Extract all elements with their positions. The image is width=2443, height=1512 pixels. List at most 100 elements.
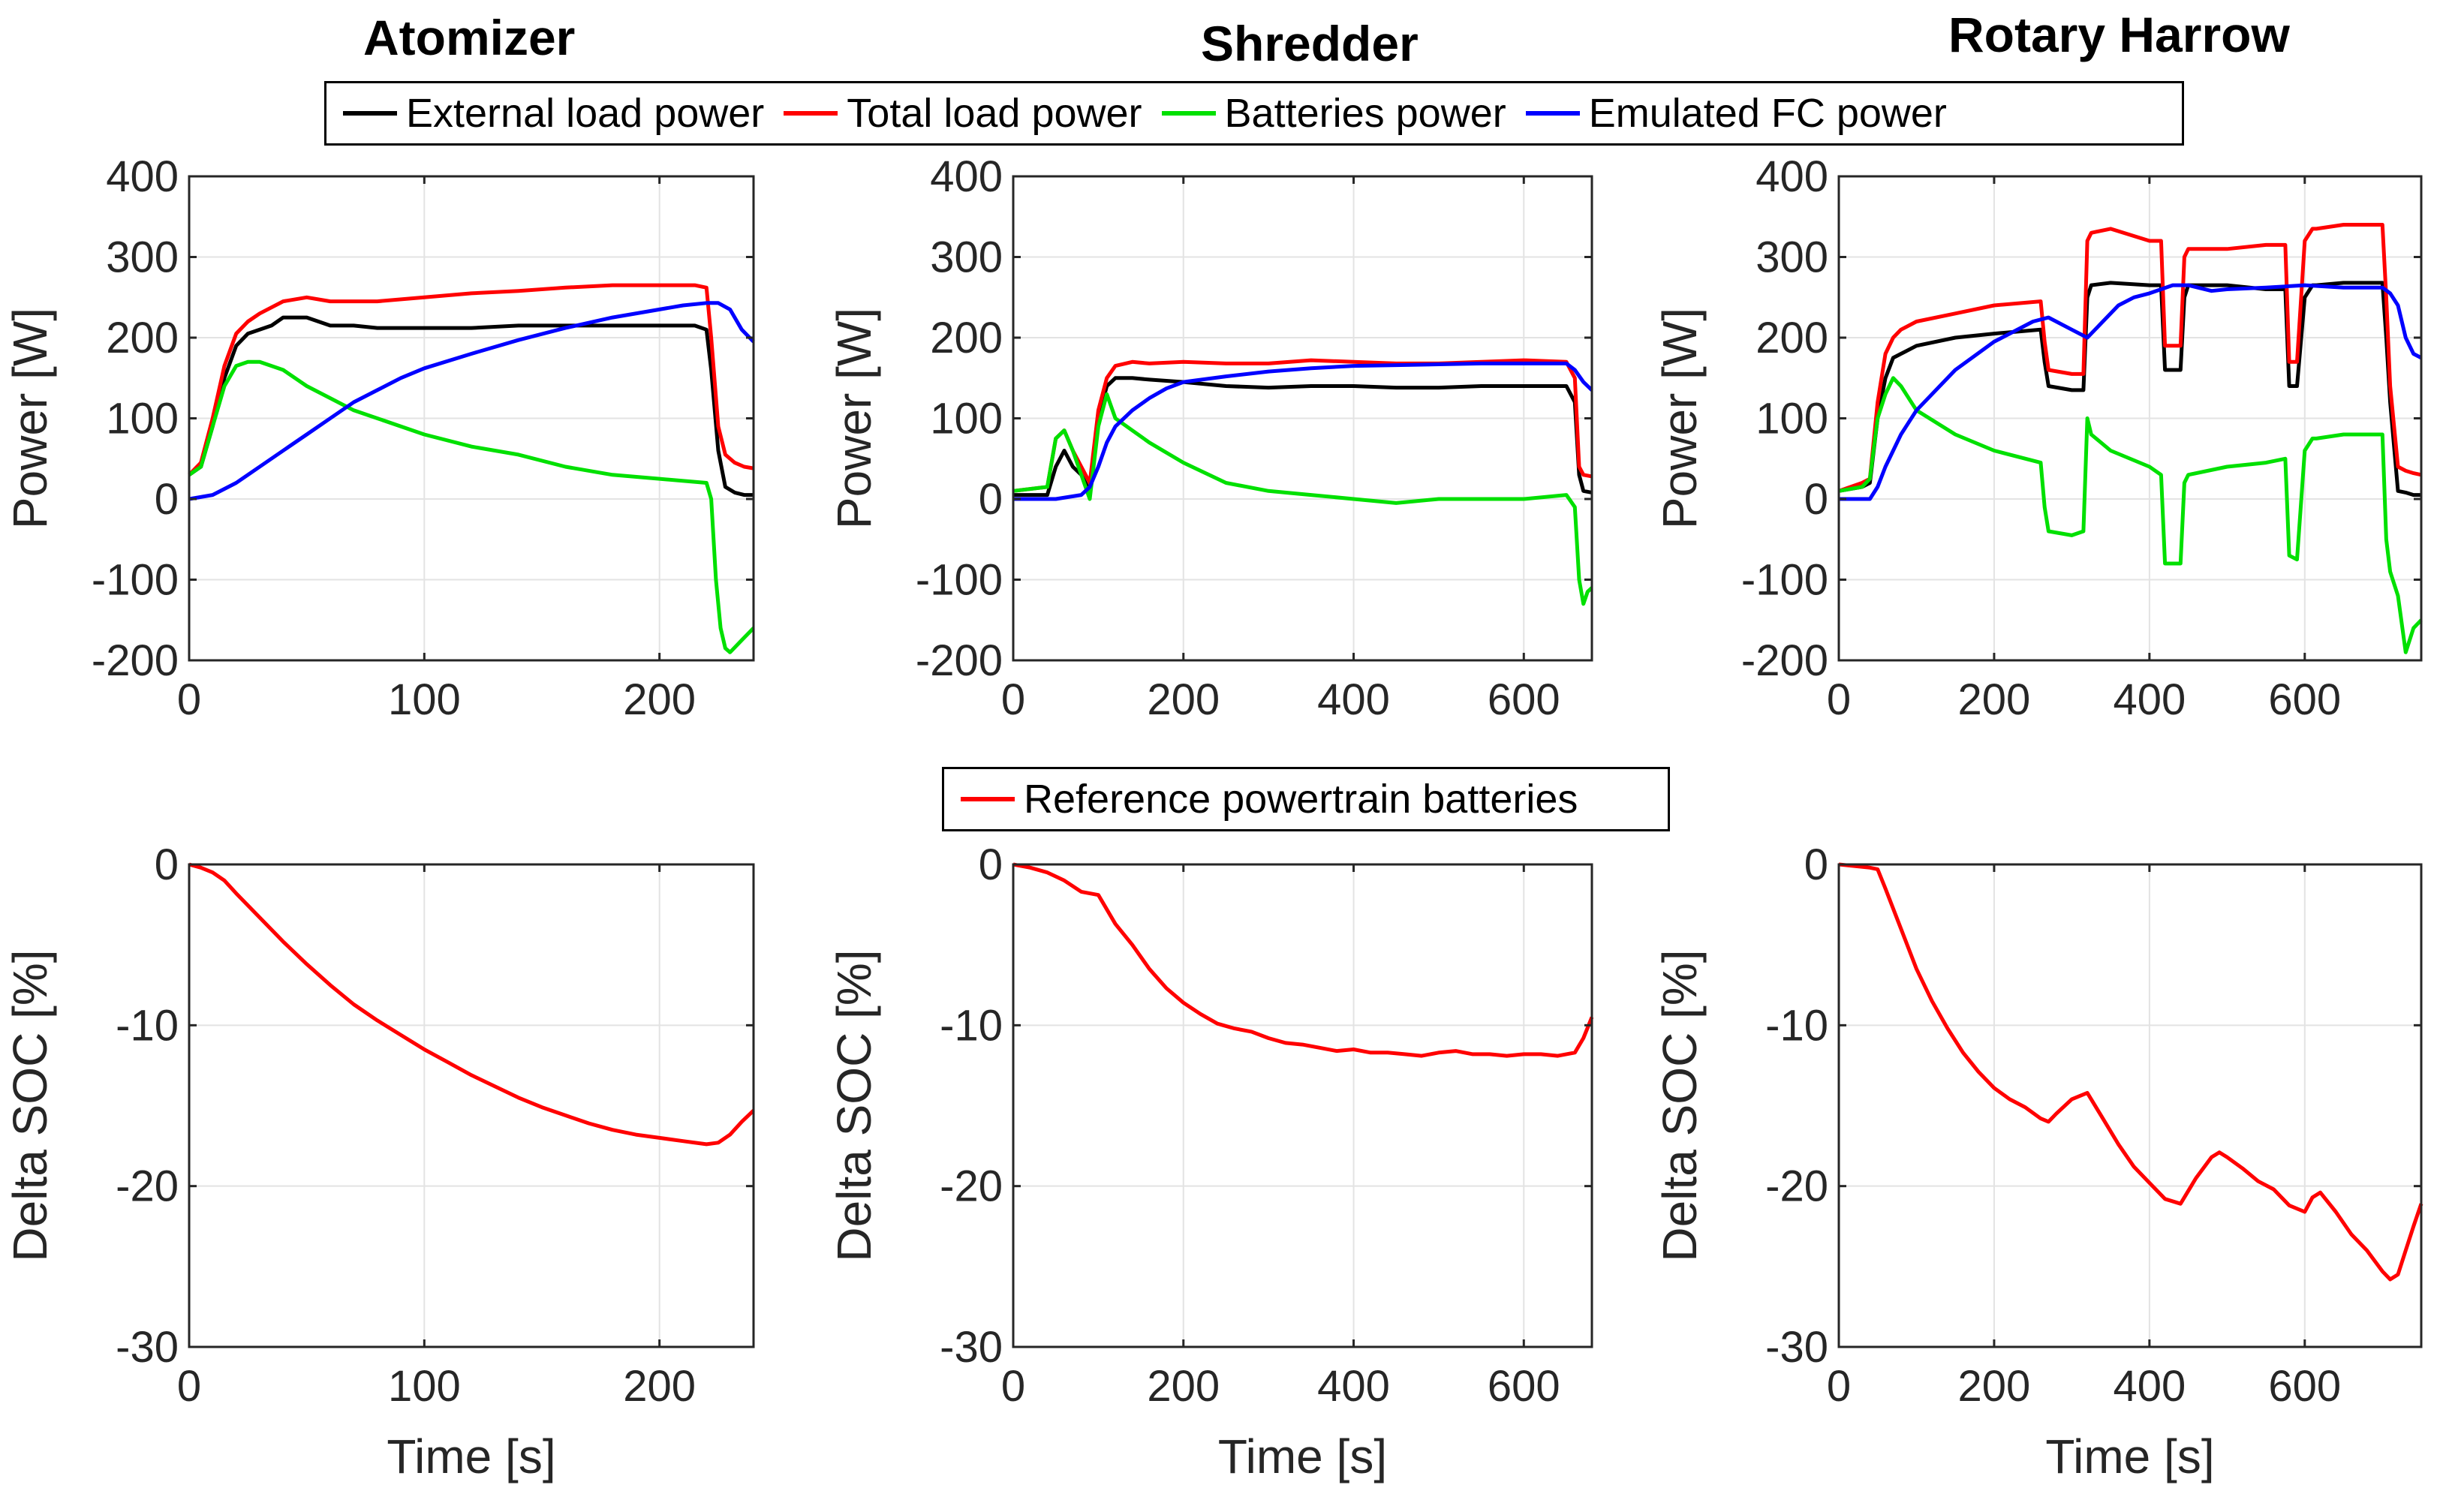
y-tick-label: 0 [1804,475,1828,524]
legend-label: Batteries power [1224,91,1506,136]
x-tick-label: 600 [1488,675,1560,724]
chart-shredder-soc: 0 200 400 600 -30 -20 -10 0 Delta SOC [%] Time [s… [827,840,1594,1483]
y-tick-label: 400 [1756,152,1828,201]
y-tick-label: -20 [116,1162,179,1211]
legend-label: Reference powertrain batteries [1024,777,1578,822]
x-tick-label: 200 [1147,675,1220,724]
series-reference-powertrain-batteries [188,862,755,1147]
series-batteries-power [188,359,755,654]
x-tick-label: 400 [1317,1362,1390,1411]
title-shredder: Shredder [1201,16,1419,71]
legend-swatch-green [1161,111,1216,116]
y-tick-label: -200 [916,636,1003,685]
legend-label: External load power [406,91,765,136]
y-axis-label: Delta SOC [%] [1653,949,1707,1261]
series-total-load-power [1838,223,2422,493]
title-atomizer: Atomizer [363,10,576,65]
x-tick-label: 600 [2268,675,2341,724]
x-tick-label: 400 [2113,1362,2186,1411]
y-tick-label: 300 [930,233,1003,282]
legend-label: Emulated FC power [1588,91,1947,136]
y-tick-label: 200 [106,314,179,362]
series-reference-powertrain-batteries [1012,862,1594,1058]
y-tick-label: -200 [92,636,179,685]
legend-swatch-black [343,111,397,116]
axes-box [1012,863,1593,1348]
y-tick-label: -30 [116,1323,179,1372]
legend-item-external-load: External load power [332,90,764,137]
x-tick-label: 200 [623,675,696,724]
y-tick-label: 100 [106,395,179,443]
x-tick-label: 200 [623,1362,696,1411]
x-axis-label: Time [s] [387,1429,555,1483]
x-tick-label: 0 [1827,1362,1851,1411]
y-tick-label: 300 [1756,233,1828,282]
x-axis-label: Time [s] [2045,1429,2214,1483]
series-reference-powertrain-batteries [1838,862,2423,1282]
y-tick-label: -20 [940,1162,1003,1211]
chart-rotary-harrow-soc: 0 200 400 600 -30 -20 -10 0 Delta SOC [%] Time [s… [1653,840,2423,1483]
y-tick-label: -10 [116,1001,179,1050]
y-tick-label: -30 [940,1323,1003,1372]
chart-shredder-power: 0 200 400 600 -200 -100 0 100 200 300 400 Power [W] [827,152,1593,724]
y-tick-label: 400 [106,152,179,201]
plot-area [1013,864,1592,1347]
y-tick-label: -20 [1765,1162,1828,1211]
axes-box [1837,863,2423,1348]
chart-rotary-harrow-power: 0 200 400 600 -200 -100 0 100 200 300 400 Power [W] [1653,152,2423,724]
x-tick-label: 200 [1958,1362,2031,1411]
series-external-load-power [188,315,754,497]
x-tick-label: 0 [177,675,201,724]
y-tick-label: -10 [940,1001,1003,1050]
plot-area [189,864,754,1347]
y-tick-label: 0 [155,475,179,524]
x-axis-label: Time [s] [1218,1429,1387,1483]
x-tick-label: 0 [1001,675,1025,724]
y-tick-label: 0 [155,840,179,889]
y-axis-label: Power [W] [1653,308,1707,529]
y-tick-label: 0 [979,475,1003,524]
legend-swatch-red [961,797,1015,801]
x-tick-label: 600 [2268,1362,2341,1411]
legend-item-emulated-fc: Emulated FC power [1515,90,1947,137]
x-tick-label: 0 [177,1362,201,1411]
y-tick-label: 200 [1756,314,1828,362]
legend-swatch-blue [1525,111,1580,116]
y-axis-label: Power [W] [3,308,57,529]
x-tick-label: 200 [1958,675,2031,724]
legend-item-batteries: Batteries power [1151,90,1506,137]
y-tick-label: 300 [106,233,179,282]
plot-area [1839,864,2421,1347]
legend-swatch-red [784,111,838,116]
y-tick-label: -100 [92,556,179,605]
y-tick-label: -10 [1765,1001,1828,1050]
y-tick-label: -200 [1741,636,1828,685]
x-tick-label: 400 [2113,675,2186,724]
legend-item-reference-batteries: Reference powertrain batteries [950,776,1578,822]
y-axis-label: Delta SOC [%] [827,949,881,1261]
title-rotary-harrow: Rotary Harrow [1948,7,2290,62]
axes-box [188,863,755,1348]
y-tick-label: 400 [930,152,1003,201]
chart-atomizer-soc: 0 100 200 -30 -20 -10 0 Delta SOC [%] Time [s] [3,840,755,1483]
x-tick-label: 600 [1488,1362,1560,1411]
legend-soc: Reference powertrain batteries [942,767,1670,831]
series-batteries-power [1012,392,1593,606]
y-tick-label: 100 [1756,395,1828,443]
legend-label: Total load power [847,91,1142,136]
x-tick-label: 100 [388,1362,461,1411]
y-tick-label: 200 [930,314,1003,362]
x-tick-label: 100 [388,675,461,724]
y-tick-label: -30 [1765,1323,1828,1372]
legend-power: External load power Total load power Bat… [324,81,2184,146]
series-emulated-fc-power [188,301,755,501]
series-total-load-power [188,283,754,476]
series-batteries-power [1838,376,2423,654]
legend-item-total-load: Total load power [773,90,1142,137]
y-tick-label: 0 [1804,840,1828,889]
x-tick-label: 400 [1317,675,1390,724]
y-tick-label: 100 [930,395,1003,443]
series-emulated-fc-power [1839,283,2423,501]
